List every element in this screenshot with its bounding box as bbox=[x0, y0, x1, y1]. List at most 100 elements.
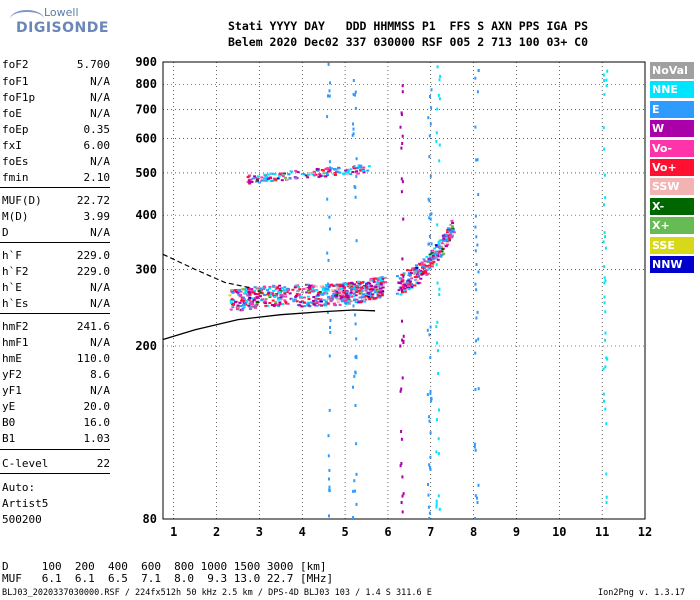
echo-point bbox=[308, 291, 311, 294]
echo-point bbox=[344, 294, 348, 297]
spread-echo bbox=[400, 430, 403, 433]
spread-echo bbox=[355, 442, 358, 446]
echo-point bbox=[255, 296, 259, 299]
spread-echo bbox=[402, 334, 405, 338]
spread-echo bbox=[428, 216, 431, 220]
echo-point bbox=[400, 273, 404, 276]
spread-echo bbox=[603, 295, 606, 299]
echo-point bbox=[306, 176, 310, 179]
echo-point bbox=[248, 182, 252, 185]
spread-echo bbox=[436, 65, 439, 69]
echo-point bbox=[413, 267, 417, 269]
echo-point bbox=[342, 291, 346, 294]
spread-echo bbox=[328, 89, 331, 93]
spread-echo bbox=[474, 76, 477, 80]
echo-point bbox=[321, 287, 325, 289]
echo-point bbox=[263, 300, 267, 303]
spread-echo bbox=[429, 467, 432, 471]
echo-point bbox=[343, 299, 347, 302]
spread-echo bbox=[435, 131, 438, 135]
echo-point bbox=[415, 268, 419, 271]
y-tick-label: 80 bbox=[143, 512, 157, 526]
echo-point bbox=[421, 265, 425, 268]
spread-echo bbox=[438, 78, 441, 82]
echo-point bbox=[317, 175, 321, 178]
echo-point bbox=[339, 294, 342, 297]
echo-point bbox=[296, 171, 300, 174]
echo-point bbox=[374, 297, 378, 300]
echo-point bbox=[323, 286, 327, 289]
echo-point bbox=[301, 291, 304, 294]
echo-point bbox=[334, 296, 338, 299]
echo-point bbox=[408, 280, 412, 283]
spread-echo bbox=[354, 195, 357, 199]
echo-point bbox=[243, 302, 246, 305]
echo-point bbox=[298, 288, 302, 291]
param-value: 229.0 bbox=[76, 249, 110, 262]
echo-point bbox=[354, 300, 358, 303]
echo-point bbox=[434, 244, 438, 247]
param-separator bbox=[0, 313, 110, 314]
echo-point bbox=[244, 290, 248, 292]
echo-point bbox=[339, 289, 343, 292]
spread-echo bbox=[402, 492, 405, 496]
spread-echo bbox=[604, 407, 607, 411]
echo-point bbox=[365, 282, 368, 285]
echo-point bbox=[285, 287, 289, 290]
echo-point bbox=[397, 289, 401, 292]
spread-echo bbox=[436, 418, 438, 422]
param-row: fxI 6.00 bbox=[2, 139, 110, 155]
spread-echo bbox=[327, 282, 330, 286]
echo-point bbox=[264, 302, 267, 304]
echo-point bbox=[229, 308, 233, 311]
y-tick-label: 700 bbox=[135, 102, 157, 116]
echo-point bbox=[415, 266, 419, 269]
echo-point bbox=[335, 293, 339, 296]
echo-point bbox=[329, 300, 333, 303]
echo-point bbox=[364, 295, 368, 297]
spread-echo bbox=[327, 454, 330, 458]
echo-point bbox=[342, 282, 346, 285]
x-tick-label: 10 bbox=[552, 525, 566, 539]
spread-echo bbox=[438, 408, 440, 412]
echo-point bbox=[332, 168, 336, 170]
echo-point bbox=[270, 179, 274, 182]
spread-echo bbox=[604, 246, 607, 250]
echo-point bbox=[341, 294, 344, 297]
spread-echo bbox=[477, 193, 480, 197]
spread-echo bbox=[474, 517, 477, 520]
echo-point bbox=[355, 286, 359, 289]
echo-point bbox=[284, 300, 288, 303]
echo-point bbox=[428, 257, 432, 260]
echo-point bbox=[423, 270, 427, 273]
param-name: foEs bbox=[2, 155, 29, 168]
echo-point bbox=[339, 287, 343, 289]
spread-echo bbox=[430, 212, 433, 216]
echo-point bbox=[366, 169, 370, 172]
echo-point bbox=[306, 286, 310, 289]
echo-point bbox=[407, 288, 411, 291]
echo-point bbox=[364, 289, 368, 292]
echo-point bbox=[293, 286, 297, 289]
echo-point bbox=[236, 291, 240, 294]
echo-point bbox=[321, 289, 325, 292]
echo-point bbox=[262, 294, 266, 297]
echo-point bbox=[278, 287, 282, 290]
echo-point bbox=[324, 287, 328, 290]
echo-point bbox=[346, 170, 350, 173]
echo-point bbox=[380, 292, 384, 295]
param-name: hmE bbox=[2, 352, 22, 365]
echo-point bbox=[270, 304, 274, 307]
spread-echo bbox=[400, 190, 403, 194]
echo-point bbox=[417, 270, 421, 273]
echo-point bbox=[367, 292, 371, 295]
echo-point bbox=[440, 239, 443, 242]
echo-point bbox=[259, 288, 263, 291]
echo-point bbox=[293, 298, 297, 301]
echo-point bbox=[298, 294, 302, 297]
echo-point bbox=[242, 306, 246, 309]
param-value: 1.03 bbox=[83, 432, 111, 445]
spread-echo bbox=[328, 485, 331, 489]
echo-point bbox=[448, 230, 451, 233]
param-name: yE bbox=[2, 400, 16, 413]
